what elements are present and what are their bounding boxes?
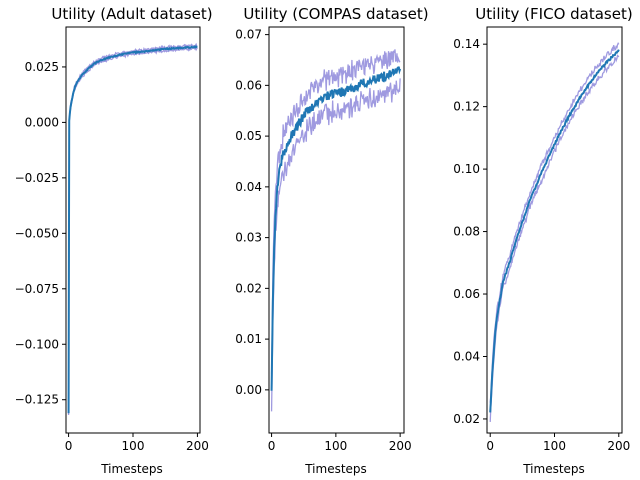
mean-utility-line-compas xyxy=(270,66,402,391)
upper-bound-line-fico xyxy=(489,42,620,403)
x-tick-label-fico: 0 xyxy=(486,439,494,453)
y-tick-label-compas: 0.01 xyxy=(235,332,262,346)
y-tick-label-compas: 0.07 xyxy=(235,28,262,42)
y-tick-label-adult: −0.050 xyxy=(15,226,59,240)
axes-frame-compas xyxy=(268,26,405,434)
y-tick-label-adult: 0.025 xyxy=(25,60,59,74)
x-axis-label-compas: Timesteps xyxy=(304,462,367,476)
y-tick-label-adult: −0.075 xyxy=(15,282,59,296)
subplot-title-compas: Utility (COMPAS dataset) xyxy=(243,5,428,23)
y-tick-label-compas: 0.06 xyxy=(235,78,262,92)
y-tick-label-fico: 0.10 xyxy=(453,162,480,176)
y-tick-label-compas: 0.03 xyxy=(235,231,262,245)
y-tick-label-fico: 0.14 xyxy=(453,37,480,51)
subplot-title-adult: Utility (Adult dataset) xyxy=(51,5,212,23)
upper-bound-line-compas xyxy=(270,49,401,374)
mean-utility-line-fico xyxy=(489,49,620,413)
y-tick-label-fico: 0.06 xyxy=(453,287,480,301)
y-tick-label-compas: 0.00 xyxy=(235,383,262,397)
y-tick-label-adult: −0.100 xyxy=(15,337,59,351)
y-tick-label-adult: −0.125 xyxy=(15,393,59,407)
x-tick-label-adult: 200 xyxy=(186,439,209,453)
x-tick-label-fico: 100 xyxy=(543,439,566,453)
subplot-adult: Utility (Adult dataset) Timesteps 0 100 20… xyxy=(15,5,213,476)
x-tick-label-compas: 0 xyxy=(268,439,276,453)
subplot-title-fico: Utility (FICO dataset) xyxy=(475,5,632,23)
subplot-fico: Utility (FICO dataset) Timesteps 0 100 200… xyxy=(453,5,632,476)
x-tick-label-adult: 100 xyxy=(122,439,145,453)
subplot-compas: Utility (COMPAS dataset) Timesteps 0 100 2… xyxy=(235,5,428,476)
y-tick-label-fico: 0.04 xyxy=(453,349,480,363)
x-axis-label-adult: Timesteps xyxy=(100,462,163,476)
y-tick-label-adult: 0.000 xyxy=(25,115,59,129)
plot-area-fico xyxy=(489,42,620,422)
plot-area-compas xyxy=(270,49,402,412)
x-tick-label-adult: 0 xyxy=(65,439,73,453)
y-tick-label-adult: −0.025 xyxy=(15,171,59,185)
plot-area-adult xyxy=(67,42,198,415)
lower-bound-line-compas xyxy=(270,78,401,412)
y-tick-label-fico: 0.12 xyxy=(453,100,480,114)
y-tick-label-fico: 0.02 xyxy=(453,412,480,426)
x-axis-label-fico: Timesteps xyxy=(522,462,585,476)
x-tick-label-fico: 200 xyxy=(607,439,630,453)
y-tick-label-compas: 0.02 xyxy=(235,281,262,295)
x-tick-label-compas: 200 xyxy=(389,439,412,453)
mean-utility-line-adult xyxy=(67,45,198,414)
lower-bound-line-fico xyxy=(489,54,620,422)
x-tick-label-compas: 100 xyxy=(324,439,347,453)
y-tick-label-fico: 0.08 xyxy=(453,225,480,239)
y-tick-label-compas: 0.05 xyxy=(235,129,262,143)
y-tick-label-compas: 0.04 xyxy=(235,180,262,194)
